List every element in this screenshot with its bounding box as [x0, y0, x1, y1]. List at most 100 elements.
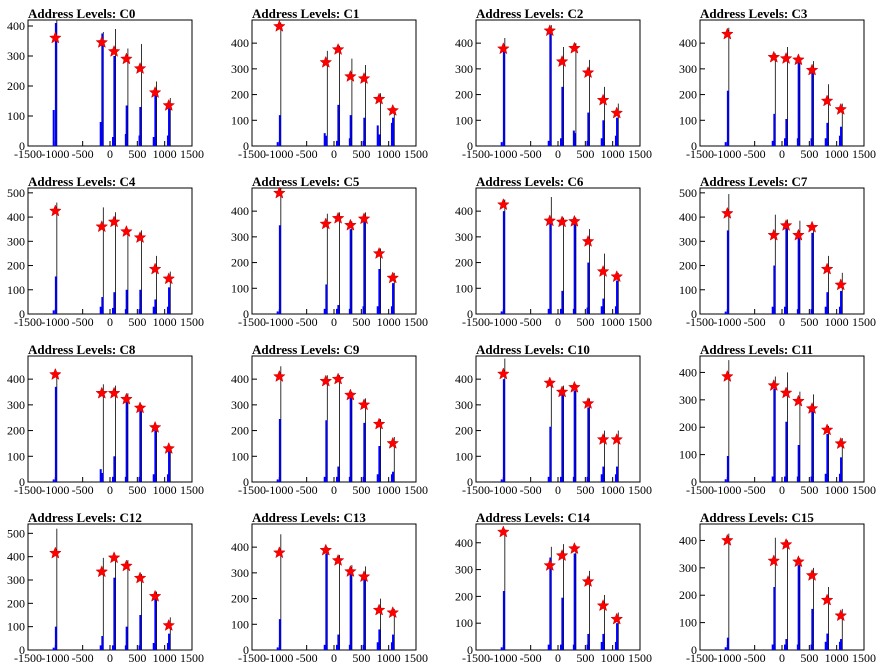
y-tick-label: 0: [19, 307, 25, 321]
x-tick-label: 1500: [404, 147, 428, 161]
histogram-bar: [154, 299, 157, 314]
peak-marker: [148, 262, 162, 275]
peak-marker: [496, 42, 510, 55]
peak-marker: [107, 215, 121, 228]
peak-marker: [331, 372, 345, 385]
histogram-bar: [154, 598, 157, 650]
peak-marker: [496, 525, 510, 538]
peak-marker: [344, 69, 357, 82]
chart-title: Address Levels: C10: [476, 342, 590, 357]
chart-plot: 0 100 200 300 400 -1500 -1000 -500 0 500 1000 1500: [679, 523, 876, 665]
x-tick-label: 1000: [601, 315, 625, 329]
histogram-bar: [784, 644, 787, 650]
peak-marker: [596, 93, 610, 106]
histogram-bar: [323, 644, 326, 650]
histogram-bar: [323, 133, 326, 146]
peak-marker: [372, 417, 386, 430]
x-tick-label: 500: [128, 315, 146, 329]
x-tick-label: 1000: [601, 483, 625, 497]
histogram-bar: [276, 142, 279, 146]
y-tick-label: 0: [691, 139, 697, 153]
histogram-bar: [826, 434, 829, 482]
histogram-bar: [602, 466, 605, 482]
y-tick-label: 300: [679, 393, 697, 407]
histogram-bar: [390, 122, 393, 146]
histogram-bar: [600, 306, 603, 314]
x-tick-label: -1500: [14, 147, 42, 161]
histogram-bar: [824, 473, 827, 482]
x-tick-label: -1500: [686, 315, 714, 329]
y-tick-label: 0: [19, 139, 25, 153]
y-tick-label: 0: [691, 643, 697, 657]
x-tick-label: 500: [576, 483, 594, 497]
x-tick-label: 0: [331, 651, 337, 665]
peak-marker: [95, 565, 109, 578]
y-tick-label: 0: [243, 139, 249, 153]
y-tick-label: 200: [231, 256, 249, 270]
histogram-bar: [168, 287, 171, 314]
peak-marker: [543, 214, 557, 227]
x-tick-label: 1500: [628, 483, 652, 497]
y-tick-label: 300: [7, 573, 25, 587]
peak-marker: [319, 374, 333, 387]
x-tick-label: -1000: [265, 315, 293, 329]
histogram-bar: [726, 230, 729, 314]
histogram-bar: [773, 113, 776, 146]
peak-marker: [568, 380, 581, 393]
peak-marker: [95, 35, 109, 48]
peak-marker: [272, 369, 286, 382]
histogram-bar: [614, 135, 617, 146]
peak-marker: [372, 246, 386, 259]
y-tick-label: 100: [679, 283, 697, 297]
y-tick-label: 300: [679, 234, 697, 248]
peak-marker: [319, 55, 333, 68]
x-tick-label: -1500: [238, 483, 266, 497]
chart-plot: 0 100 200 300 400 -1500 -1000 -500 0 500 1000 1500: [7, 19, 204, 161]
x-tick-label: 1000: [825, 315, 849, 329]
chart-panel: Address Levels: C3 0 100 200 300 400 -1500 -100…: [672, 0, 896, 168]
plot-frame: [27, 523, 193, 651]
histogram-bar: [112, 645, 115, 650]
histogram-bar: [600, 474, 603, 482]
histogram-bar: [154, 95, 157, 146]
chart-title: Address Levels: C8: [28, 342, 136, 357]
peak-marker: [148, 589, 162, 602]
y-tick-label: 200: [455, 589, 473, 603]
y-tick-label: 400: [679, 533, 697, 547]
peak-marker: [120, 52, 133, 65]
peak-marker: [386, 271, 400, 284]
histogram-bar: [125, 626, 128, 650]
histogram-bar: [276, 479, 279, 482]
chart-title: Address Levels: C1: [252, 6, 360, 21]
x-tick-label: -1000: [713, 483, 741, 497]
x-tick-label: 500: [576, 147, 594, 161]
peak-marker: [720, 533, 734, 546]
chart-title: Address Levels: C7: [700, 174, 808, 189]
x-tick-label: -500: [296, 147, 318, 161]
x-tick-label: -1000: [41, 651, 69, 665]
x-tick-label: -1500: [14, 651, 42, 665]
peak-marker: [272, 19, 286, 32]
y-tick-label: 300: [455, 230, 473, 244]
y-tick-label: 100: [7, 283, 25, 297]
histogram-bar: [616, 466, 619, 482]
histogram-bar: [125, 105, 128, 146]
y-tick-label: 400: [231, 204, 249, 218]
peak-marker: [133, 230, 147, 244]
x-tick-label: -1000: [41, 147, 69, 161]
peak-marker: [543, 558, 557, 571]
y-tick-label: 0: [467, 307, 473, 321]
histogram-bar: [392, 283, 395, 314]
histogram-bar: [785, 119, 788, 146]
y-tick-label: 400: [455, 536, 473, 550]
peak-marker: [162, 272, 176, 285]
peak-marker: [568, 541, 581, 555]
x-tick-label: 0: [779, 315, 785, 329]
peak-marker: [610, 612, 624, 625]
plot-frame: [251, 187, 417, 315]
x-tick-label: 1500: [180, 651, 204, 665]
y-tick-label: 0: [467, 475, 473, 489]
histogram-bar: [363, 422, 366, 482]
y-tick-label: 0: [243, 307, 249, 321]
